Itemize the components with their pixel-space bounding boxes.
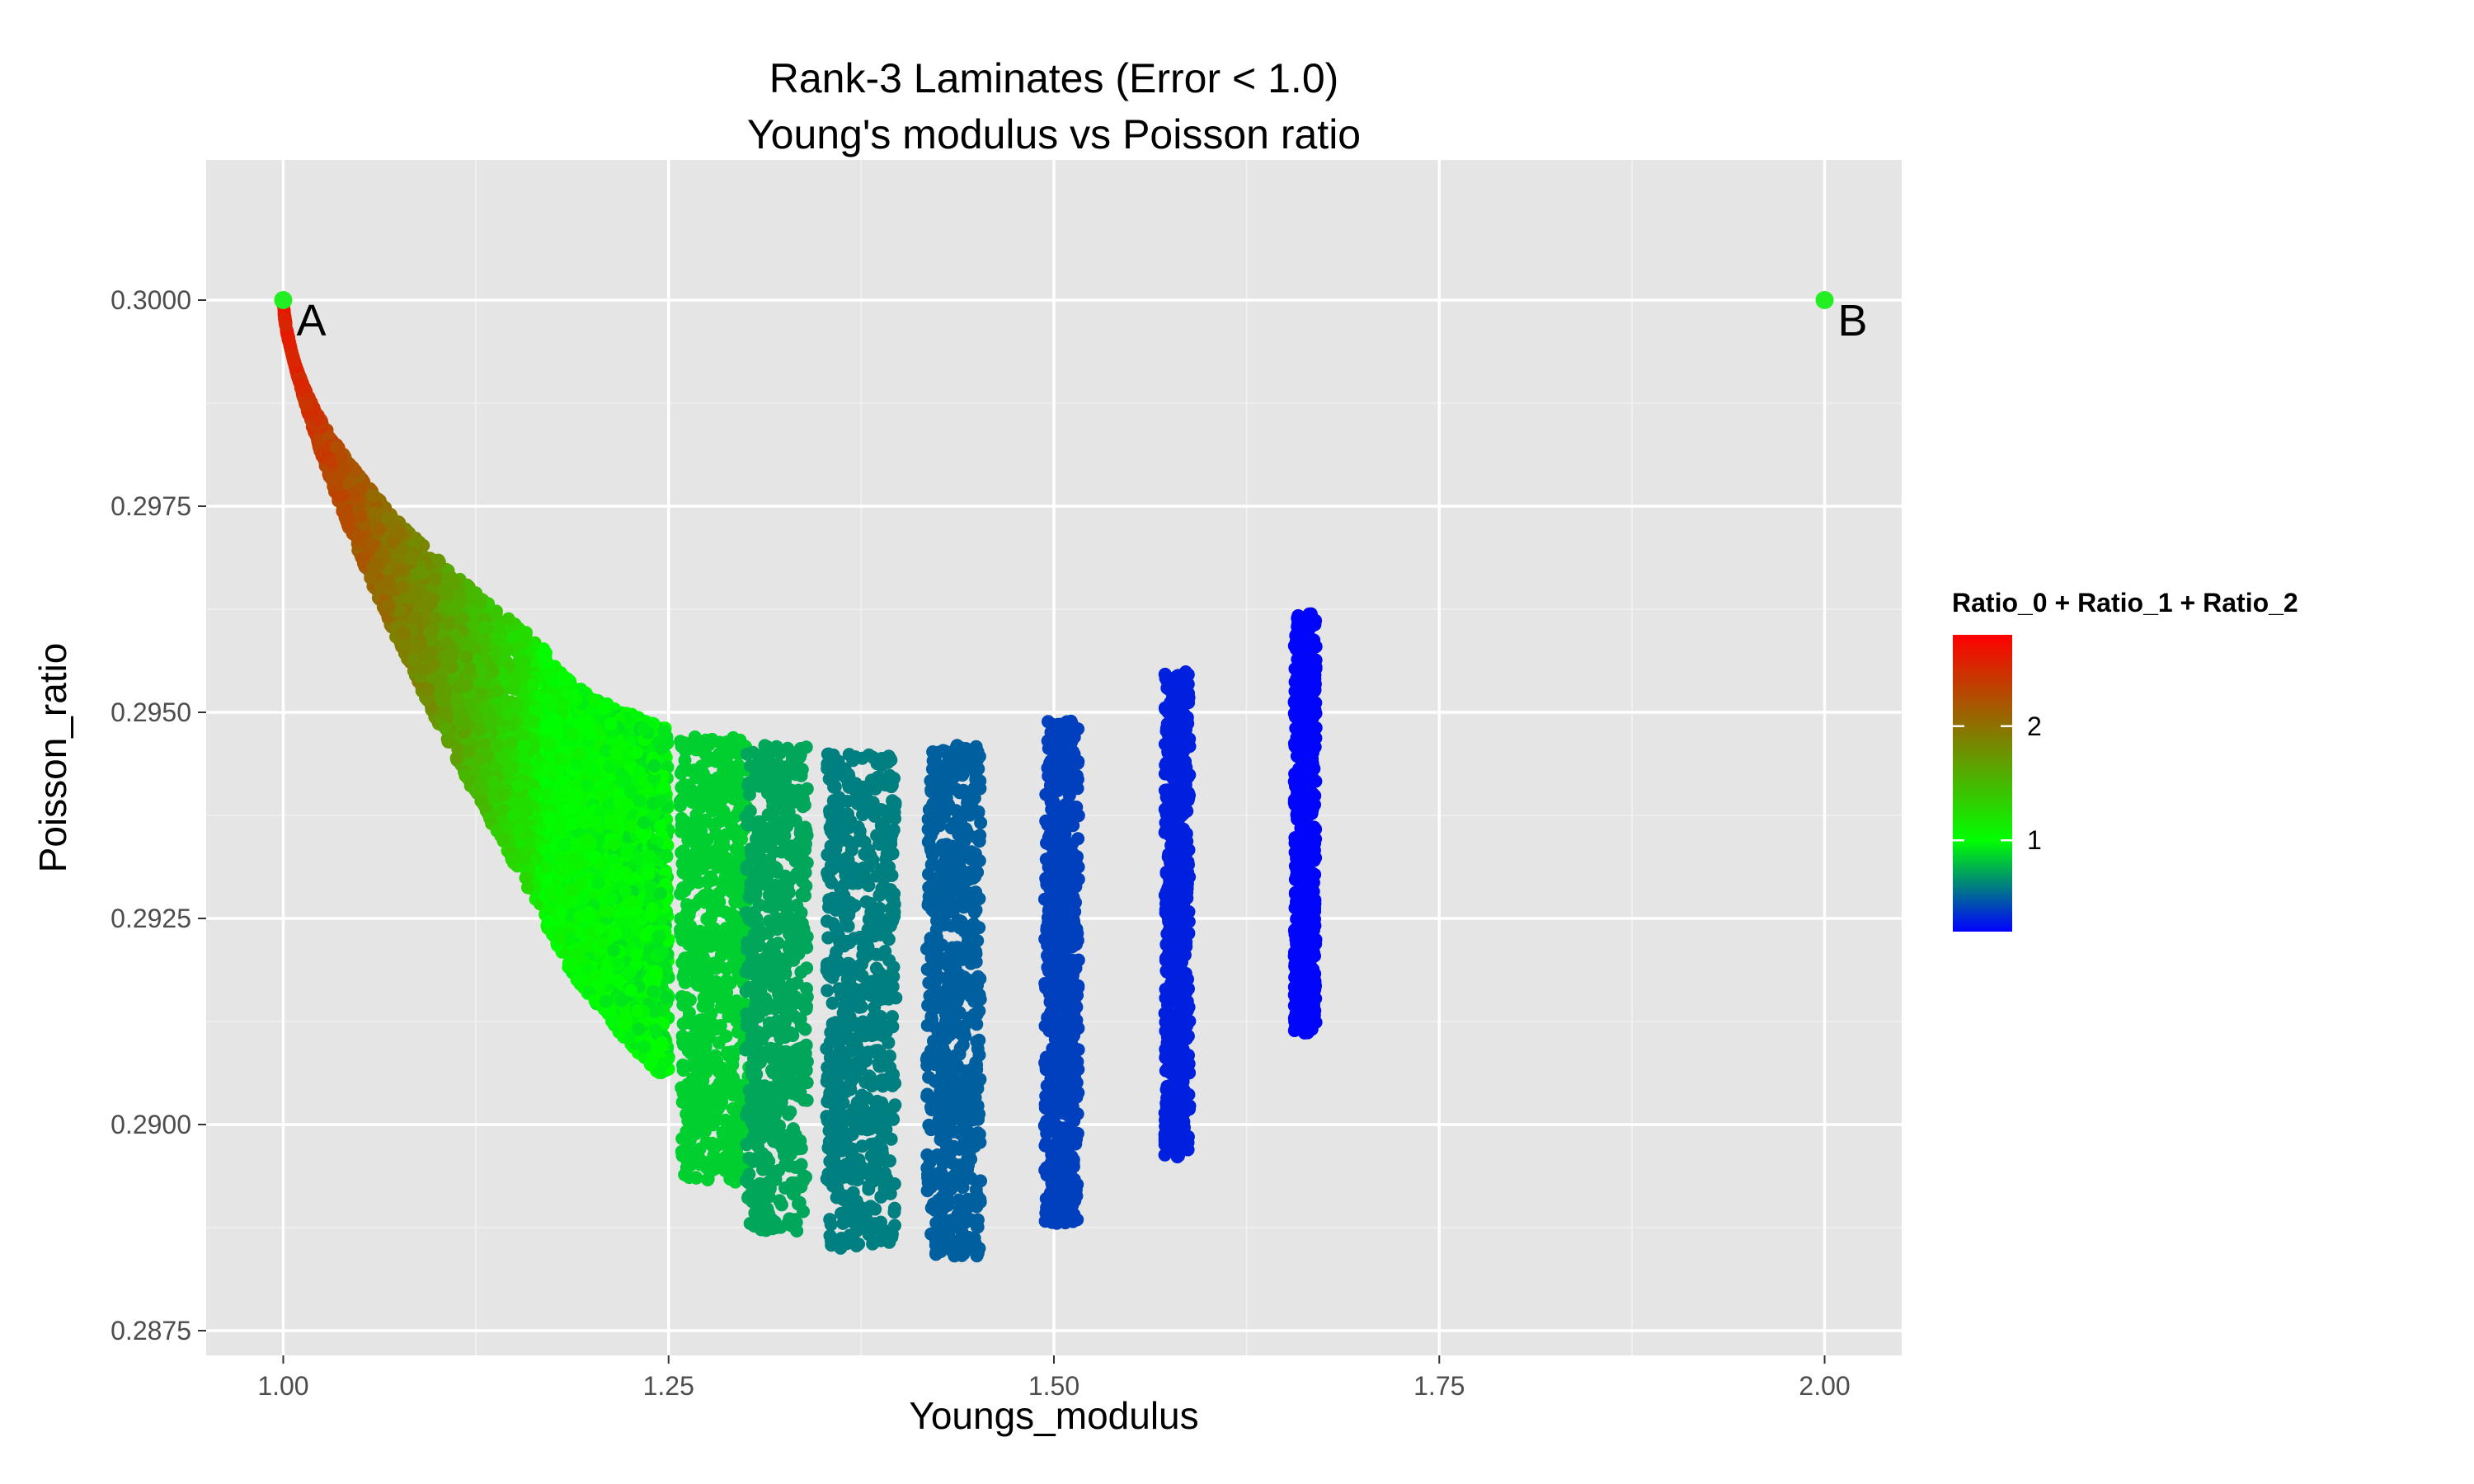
data-point — [501, 762, 515, 776]
data-point — [395, 542, 409, 556]
data-point — [300, 397, 314, 411]
data-point — [380, 575, 394, 589]
data-point — [459, 650, 473, 664]
chart-title-line-1: Rank-3 Laminates (Error < 1.0) — [769, 55, 1339, 101]
data-point — [397, 637, 412, 651]
data-point — [463, 662, 477, 676]
data-point — [517, 740, 531, 754]
data-point — [336, 489, 350, 503]
data-point — [486, 665, 500, 679]
data-point — [489, 739, 503, 753]
data-point — [279, 318, 293, 332]
data-point — [491, 632, 505, 646]
data-point — [519, 871, 533, 885]
data-point — [526, 678, 540, 692]
data-point — [396, 580, 410, 594]
data-point — [459, 679, 473, 693]
data-point — [509, 850, 523, 864]
data-point — [517, 750, 531, 764]
data-point — [477, 737, 492, 751]
data-point — [285, 348, 299, 362]
data-point — [520, 762, 534, 776]
data-point — [350, 531, 365, 545]
data-point — [411, 641, 425, 655]
data-point — [433, 675, 447, 689]
data-point — [506, 631, 520, 645]
data-point — [366, 489, 380, 503]
data-point — [366, 538, 380, 552]
data-point — [393, 603, 407, 618]
data-point — [438, 584, 452, 598]
data-point — [336, 461, 350, 475]
data-point — [474, 674, 488, 688]
data-point — [392, 561, 406, 575]
data-point — [347, 489, 361, 503]
data-point — [524, 714, 538, 728]
data-point — [522, 836, 536, 850]
data-point — [450, 598, 464, 612]
data-point — [501, 612, 515, 626]
data-point — [354, 510, 368, 523]
data-point — [452, 714, 466, 728]
data-points — [274, 291, 1834, 1263]
chart-title-line-2: Young's modulus vs Poisson ratio — [747, 111, 1361, 157]
data-point — [437, 706, 451, 720]
data-point — [451, 697, 465, 711]
data-point — [424, 646, 438, 660]
data-point — [442, 617, 456, 631]
data-point — [517, 655, 531, 669]
data-point — [373, 523, 387, 537]
data-point — [327, 472, 341, 486]
data-point — [426, 623, 440, 637]
data-point — [510, 824, 524, 838]
data-point — [429, 572, 442, 586]
data-point — [468, 783, 482, 797]
data-point — [490, 684, 504, 698]
data-point — [483, 711, 496, 726]
data-point — [495, 751, 509, 765]
data-point — [385, 519, 399, 533]
data-point — [496, 787, 510, 801]
data-point — [477, 621, 492, 635]
data-point — [412, 662, 426, 676]
data-point — [426, 658, 440, 671]
data-point — [429, 612, 442, 626]
data-point — [341, 510, 355, 524]
data-point — [364, 571, 378, 585]
data-point — [490, 824, 504, 838]
data-point — [443, 729, 457, 743]
data-point — [511, 779, 525, 793]
data-point — [509, 796, 523, 810]
data-point — [519, 631, 533, 645]
data-point — [467, 604, 481, 618]
data-point — [408, 586, 421, 600]
data-point — [510, 700, 524, 714]
data-point — [368, 506, 382, 519]
data-point — [397, 626, 411, 640]
data-point — [334, 450, 348, 464]
data-point — [440, 636, 454, 650]
data-point — [473, 752, 487, 766]
data-point — [520, 799, 534, 813]
data-point — [455, 612, 469, 626]
data-point — [440, 651, 454, 665]
data-point — [416, 566, 430, 580]
data-point — [507, 677, 521, 691]
data-point — [421, 683, 435, 697]
data-point — [405, 552, 419, 566]
data-point — [487, 776, 501, 789]
data-point — [473, 723, 487, 737]
data-point — [282, 335, 296, 349]
data-point — [463, 744, 476, 758]
data-point — [382, 599, 396, 613]
